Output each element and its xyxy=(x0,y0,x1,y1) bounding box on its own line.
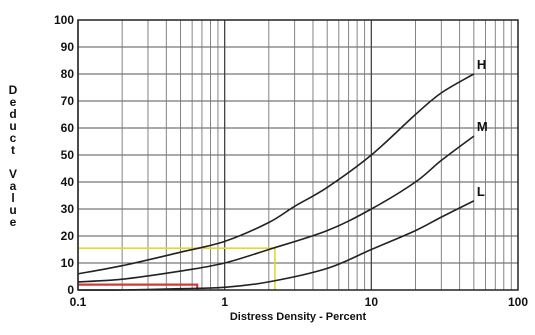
y-tick-label: 60 xyxy=(61,121,75,135)
y-axis-title-letter: c xyxy=(9,131,17,145)
y-axis-title-letter: d xyxy=(9,107,17,121)
y-axis-title-letter: t xyxy=(11,143,15,157)
y-axis-title-letter: u xyxy=(9,119,17,133)
y-axis-title-letter: u xyxy=(9,203,17,217)
x-tick-label: 10 xyxy=(365,295,379,309)
y-axis-title-letter: a xyxy=(9,179,17,193)
y-axis-title-letter: e xyxy=(9,215,17,229)
y-axis-title-letter: D xyxy=(8,83,18,97)
y-axis-title-letter: l xyxy=(11,191,15,205)
x-tick-label: 100 xyxy=(508,295,528,309)
y-axis-title-letter: V xyxy=(8,167,17,181)
y-tick-label: 40 xyxy=(61,175,75,189)
series-label-h: H xyxy=(477,57,486,72)
series-line-m xyxy=(77,135,475,283)
series-lines: H M L xyxy=(77,57,488,291)
plot-frame xyxy=(77,19,519,291)
y-tick-label: 50 xyxy=(61,148,75,162)
series-label-m: M xyxy=(477,119,488,134)
series-label-l: L xyxy=(477,184,485,199)
y-tick-label: 30 xyxy=(61,202,75,216)
y-tick-label: 90 xyxy=(61,40,75,54)
y-tick-label: 80 xyxy=(61,67,75,81)
y-tick-label: 70 xyxy=(61,94,75,108)
y-tick-label: 100 xyxy=(54,13,74,27)
grid xyxy=(77,19,518,291)
series-line-h xyxy=(77,73,475,275)
y-tick-label: 10 xyxy=(61,256,75,270)
tick-labels: 0 10 20 30 40 50 60 70 80 90 100 0.1 1 10 100 xyxy=(54,13,528,309)
y-tick-label: 0 xyxy=(67,283,74,297)
x-tick-label: 0.1 xyxy=(70,295,87,309)
y-tick-label: 20 xyxy=(61,229,75,243)
y-axis-title-letter: e xyxy=(9,95,17,109)
x-axis-title: Distress Density - Percent xyxy=(230,311,367,323)
x-tick-label: 1 xyxy=(221,295,228,309)
